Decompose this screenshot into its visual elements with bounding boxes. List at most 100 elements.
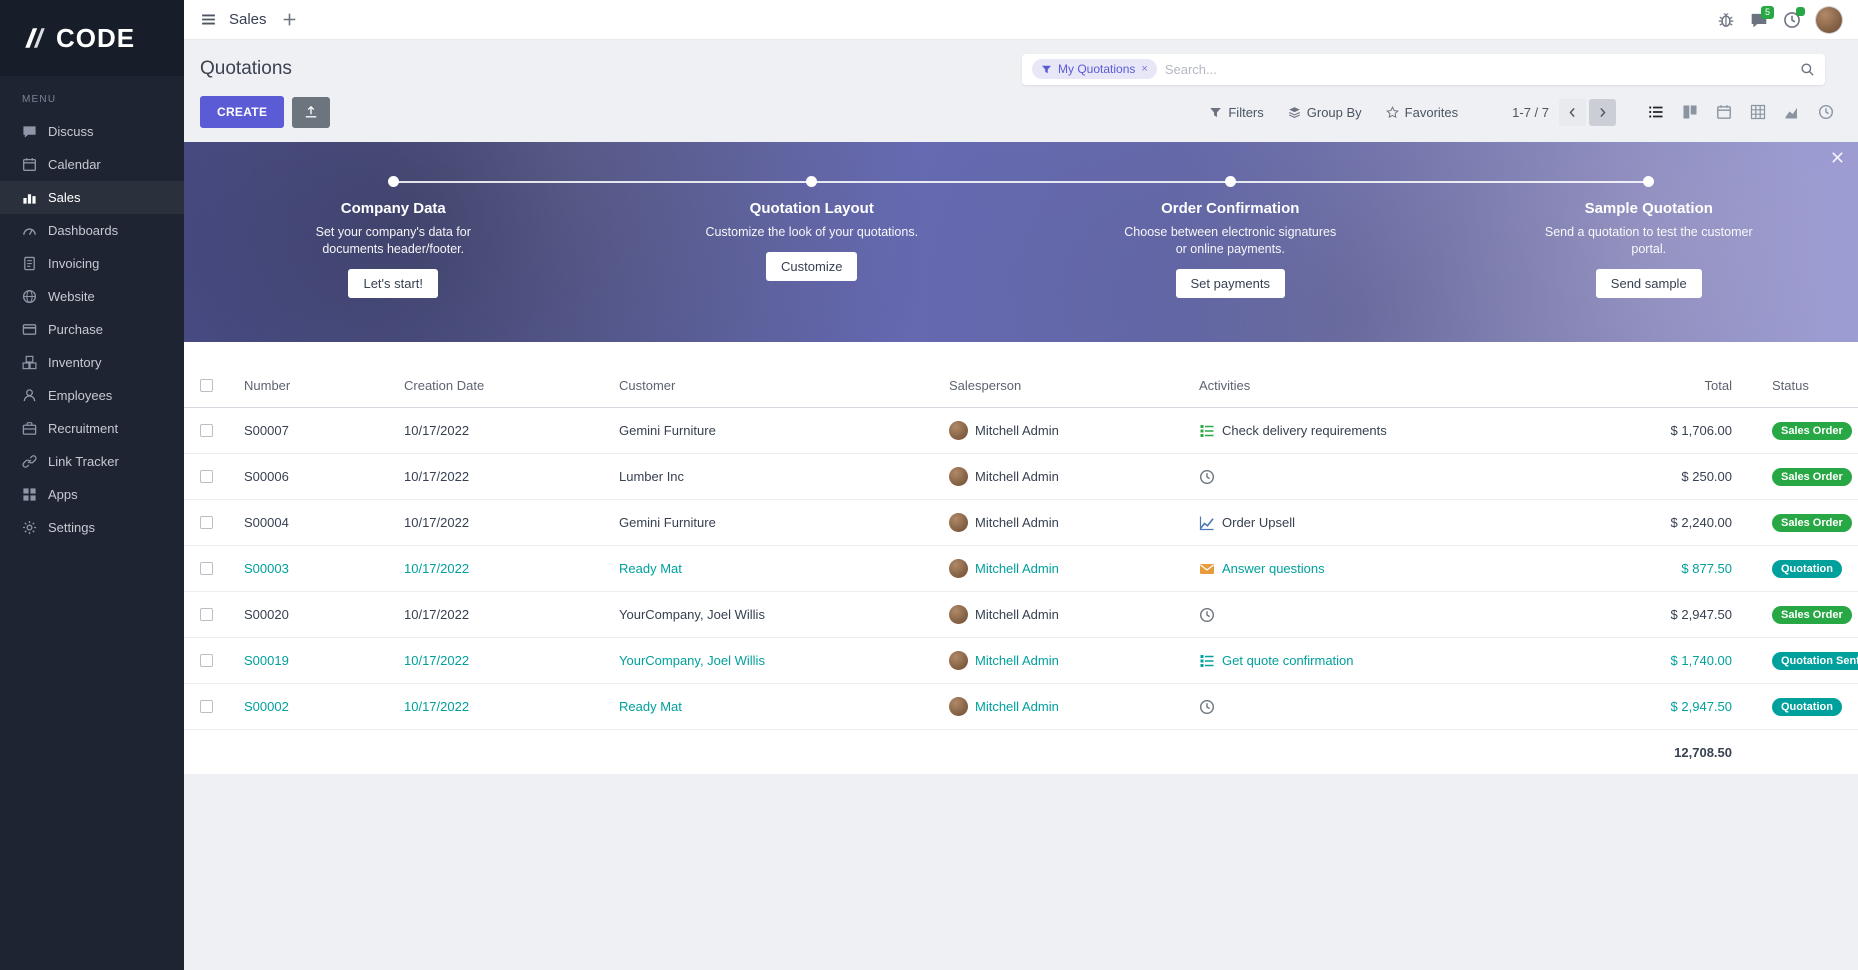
chevron-right-icon — [1596, 106, 1609, 119]
boxes-icon — [22, 355, 37, 370]
row-checkbox[interactable] — [199, 424, 213, 437]
cell-activity[interactable] — [1183, 469, 1608, 485]
sidebar-item-recruitment[interactable]: Recruitment — [0, 412, 184, 445]
cell-activity[interactable]: Answer questions — [1183, 561, 1608, 577]
step-description: Choose between electronic signatures or … — [1124, 225, 1337, 256]
search-input[interactable] — [1164, 61, 1792, 77]
globe-icon — [22, 289, 37, 304]
cell-customer: Lumber Inc — [619, 469, 685, 484]
invoice-icon — [22, 256, 37, 271]
table-row[interactable]: S00020 10/17/2022 YourCompany, Joel Will… — [184, 592, 1858, 638]
set-payments-button[interactable]: Set payments — [1175, 268, 1285, 298]
search-facet[interactable]: My Quotations × — [1032, 59, 1157, 79]
sidebar-item-purchase[interactable]: Purchase — [0, 313, 184, 346]
pager-prev-button[interactable] — [1559, 98, 1586, 126]
cell-activity[interactable]: Order Upsell — [1183, 515, 1608, 531]
cell-total: $ 2,947.50 — [1670, 699, 1732, 714]
group-by-button[interactable]: Group By — [1288, 105, 1362, 120]
user-avatar[interactable] — [1816, 6, 1842, 33]
add-tab-button[interactable] — [281, 11, 298, 28]
sidebar-item-employees[interactable]: Employees — [0, 379, 184, 412]
table-row[interactable]: S00006 10/17/2022 Lumber Inc Mitchell Ad… — [184, 454, 1858, 500]
bug-icon[interactable] — [1717, 11, 1735, 29]
cell-creation-date: 10/17/2022 — [404, 699, 470, 714]
kanban-icon — [1682, 104, 1698, 120]
cell-activity[interactable] — [1183, 607, 1608, 623]
sidebar-item-discuss[interactable]: Discuss — [0, 115, 184, 148]
upload-icon — [304, 105, 318, 119]
topbar: Sales 5 — [184, 0, 1858, 40]
list-view-button[interactable] — [1648, 104, 1664, 120]
sidebar-item-inventory[interactable]: Inventory — [0, 346, 184, 379]
column-header-creation-date[interactable]: Creation Date — [404, 378, 485, 393]
active-app-name[interactable]: Sales — [229, 11, 267, 28]
column-header-number[interactable]: Number — [244, 378, 291, 393]
column-header-activities[interactable]: Activities — [1199, 378, 1251, 393]
cell-activity[interactable]: Check delivery requirements — [1183, 423, 1608, 439]
gear-icon — [22, 520, 37, 535]
calendar-view-button[interactable] — [1716, 104, 1732, 120]
table-row[interactable]: S00003 10/17/2022 Ready Mat Mitchell Adm… — [184, 546, 1858, 592]
cell-activity[interactable] — [1183, 699, 1608, 715]
sidebar-item-calendar[interactable]: Calendar — [0, 148, 184, 181]
row-checkbox[interactable] — [199, 608, 213, 621]
customize-button[interactable]: Customize — [766, 251, 858, 281]
cell-salesperson: Mitchell Admin — [975, 469, 1059, 484]
sidebar-item-link-tracker[interactable]: Link Tracker — [0, 445, 184, 478]
table-row[interactable]: S00007 10/17/2022 Gemini Furniture Mitch… — [184, 408, 1858, 454]
hamburger-menu-icon[interactable] — [200, 11, 217, 28]
clock-icon — [1199, 469, 1215, 485]
sidebar-item-apps[interactable]: Apps — [0, 478, 184, 511]
row-checkbox[interactable] — [199, 654, 213, 667]
sidebar-item-invoicing[interactable]: Invoicing — [0, 247, 184, 280]
select-all-checkbox[interactable] — [199, 379, 213, 392]
sidebar: CODE MENU Discuss Calendar Sales Dashboa… — [0, 0, 184, 970]
column-header-total[interactable]: Total — [1704, 378, 1732, 393]
sidebar-item-settings[interactable]: Settings — [0, 511, 184, 544]
row-checkbox[interactable] — [199, 516, 213, 529]
search-icon[interactable] — [1800, 62, 1815, 77]
cell-customer: YourCompany, Joel Willis — [619, 653, 765, 668]
activity-view-button[interactable] — [1818, 104, 1834, 120]
favorites-button[interactable]: Favorites — [1386, 105, 1458, 120]
create-button[interactable]: CREATE — [200, 96, 285, 128]
row-checkbox[interactable] — [199, 700, 213, 713]
lets-start-button[interactable]: Let's start! — [348, 268, 439, 298]
graph-view-button[interactable] — [1784, 104, 1800, 120]
upload-button[interactable] — [292, 96, 331, 128]
activities-button[interactable] — [1783, 6, 1805, 29]
status-badge: Sales Order — [1772, 513, 1852, 532]
row-checkbox[interactable] — [199, 562, 213, 575]
column-header-status[interactable]: Status — [1772, 378, 1809, 393]
messages-button[interactable]: 5 — [1750, 5, 1774, 29]
table-row[interactable]: S00019 10/17/2022 YourCompany, Joel Will… — [184, 638, 1858, 684]
kanban-view-button[interactable] — [1682, 104, 1698, 120]
cell-total: $ 1,706.00 — [1670, 423, 1732, 438]
pivot-view-button[interactable] — [1750, 104, 1766, 120]
banner-close-button[interactable] — [1830, 150, 1845, 165]
search-bar[interactable]: My Quotations × — [1022, 53, 1825, 85]
chevron-left-icon — [1566, 106, 1579, 119]
send-sample-button[interactable]: Send sample — [1595, 268, 1702, 298]
clock-icon — [1199, 699, 1215, 715]
cell-creation-date: 10/17/2022 — [404, 607, 470, 622]
facet-remove-icon[interactable]: × — [1141, 63, 1148, 75]
table-row[interactable]: S00002 10/17/2022 Ready Mat Mitchell Adm… — [184, 684, 1858, 730]
cell-salesperson: Mitchell Admin — [975, 515, 1059, 530]
facet-label: My Quotations — [1058, 62, 1136, 76]
filters-button[interactable]: Filters — [1209, 105, 1264, 120]
sidebar-item-website[interactable]: Website — [0, 280, 184, 313]
sidebar-item-sales[interactable]: Sales — [0, 181, 184, 214]
column-header-customer[interactable]: Customer — [619, 378, 676, 393]
messages-count-badge: 5 — [1761, 5, 1774, 19]
cell-number: S00020 — [244, 607, 289, 622]
pager-next-button[interactable] — [1589, 98, 1616, 126]
gauge-icon — [22, 223, 37, 238]
table-row[interactable]: S00004 10/17/2022 Gemini Furniture Mitch… — [184, 500, 1858, 546]
column-header-salesperson[interactable]: Salesperson — [949, 378, 1022, 393]
cell-activity[interactable]: Get quote confirmation — [1183, 653, 1608, 669]
row-checkbox[interactable] — [199, 470, 213, 483]
cell-salesperson: Mitchell Admin — [975, 653, 1059, 668]
onboarding-step-order-confirmation: Order Confirmation Choose between electr… — [1021, 176, 1440, 298]
sidebar-item-dashboards[interactable]: Dashboards — [0, 214, 184, 247]
